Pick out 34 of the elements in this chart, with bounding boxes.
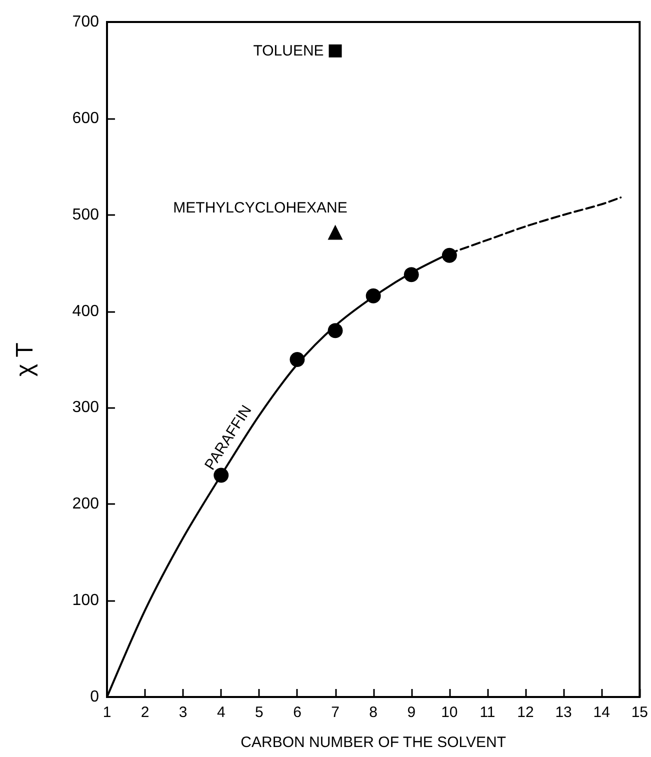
x-tick-label: 6 [293,704,302,721]
x-axis-title: CARBON NUMBER OF THE SOLVENT [240,734,506,751]
x-tick-label: 2 [140,704,150,721]
x-tick-label: 11 [480,704,496,721]
x-tick-label: 4 [216,704,226,721]
x-tick-label: 12 [517,704,534,721]
series-label: METHYLCYCLOHEXANE [173,200,348,217]
y-tick-label: 100 [72,592,100,610]
y-tick-label: 200 [72,496,100,513]
point [404,267,419,282]
point [366,288,381,304]
point [290,352,305,367]
x-tick-label: 3 [178,704,188,721]
y-tick-label: 600 [72,110,100,127]
x-tick-label: 5 [255,704,264,721]
point [442,248,457,263]
x-tick-label: 13 [555,704,572,721]
y-tick-label: 700 [72,14,100,30]
x-tick-label: 9 [407,704,416,721]
x-tick-label: 15 [631,704,648,721]
x-tick-label: 10 [441,704,458,721]
y-tick-label: 0 [90,688,100,706]
x-tick-label: 14 [593,704,610,721]
x-tick-label: 8 [369,704,378,721]
x-tick-label: 7 [331,704,340,721]
y-tick-label: 400 [72,302,100,320]
x-tick-label: 1 [102,704,112,721]
y-axis-title: χ T [12,342,38,376]
y-tick-label: 300 [72,399,100,416]
point [328,224,343,240]
point [328,44,342,58]
y-tick-label: 500 [72,206,100,224]
point [328,323,343,338]
series-label: TOLUENE [253,42,324,60]
